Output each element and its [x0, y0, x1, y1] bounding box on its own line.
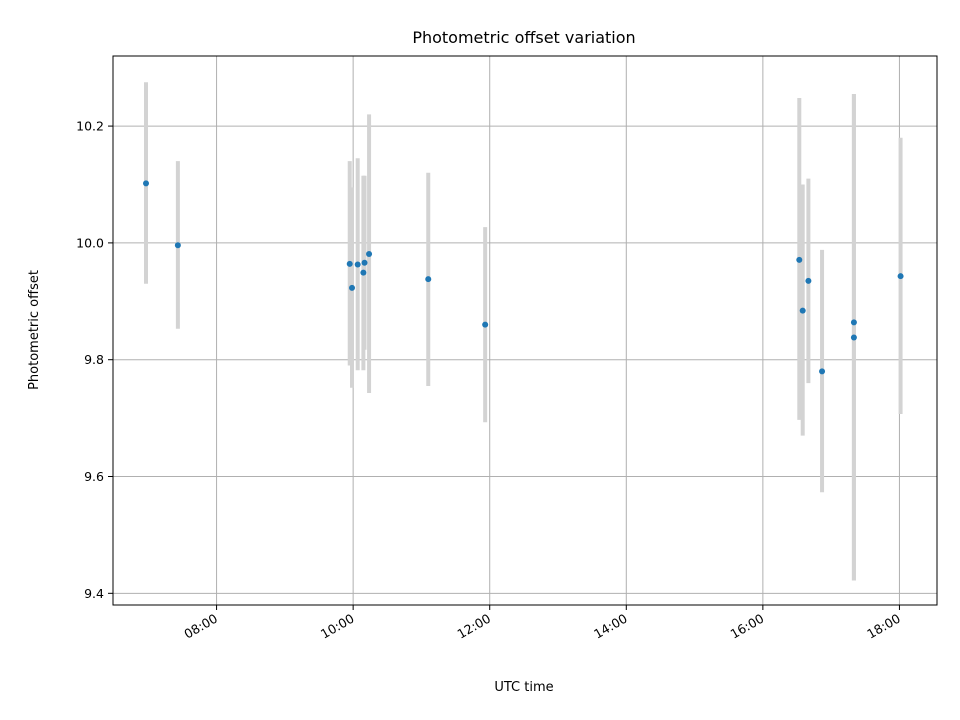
y-axis-label: Photometric offset: [27, 270, 42, 390]
data-point: [796, 256, 803, 263]
x-tick-label: 12:00: [455, 611, 494, 642]
y-tick-label: 10.2: [76, 119, 104, 134]
x-axis-label: UTC time: [494, 680, 553, 695]
x-tick-label: 14:00: [591, 611, 630, 642]
plot-frame: [112, 55, 938, 606]
grid: [113, 56, 937, 605]
data-point: [850, 334, 857, 341]
data-point: [819, 368, 826, 375]
data-point: [143, 180, 150, 187]
data-point: [805, 277, 812, 284]
x-axis-ticks: 08:00 10:00 12:00 14:00 16:00 18:00: [181, 605, 903, 642]
data-point: [346, 260, 353, 267]
error-bars: [144, 82, 903, 581]
data-point: [425, 276, 432, 283]
x-tick-label: 08:00: [181, 611, 220, 642]
y-tick-label: 9.6: [84, 469, 104, 484]
data-point: [366, 250, 373, 257]
data-point: [354, 261, 361, 268]
data-points: [143, 180, 904, 375]
data-point: [482, 321, 489, 328]
data-point: [360, 269, 367, 276]
x-tick-label: 10:00: [318, 611, 357, 642]
x-tick-label: 16:00: [728, 611, 767, 642]
data-point: [799, 307, 806, 314]
y-tick-label: 9.8: [84, 352, 104, 367]
y-tick-label: 10.0: [76, 235, 104, 250]
data-point: [349, 284, 356, 291]
x-tick-label: 18:00: [864, 611, 903, 642]
data-point: [850, 319, 857, 326]
data-point: [897, 273, 904, 280]
data-point: [361, 259, 368, 266]
y-tick-label: 9.4: [84, 586, 104, 601]
chart-title: Photometric offset variation: [412, 28, 635, 47]
data-point: [174, 242, 181, 249]
y-axis-ticks: 9.4 9.6 9.8 10.0 10.2: [76, 119, 113, 601]
